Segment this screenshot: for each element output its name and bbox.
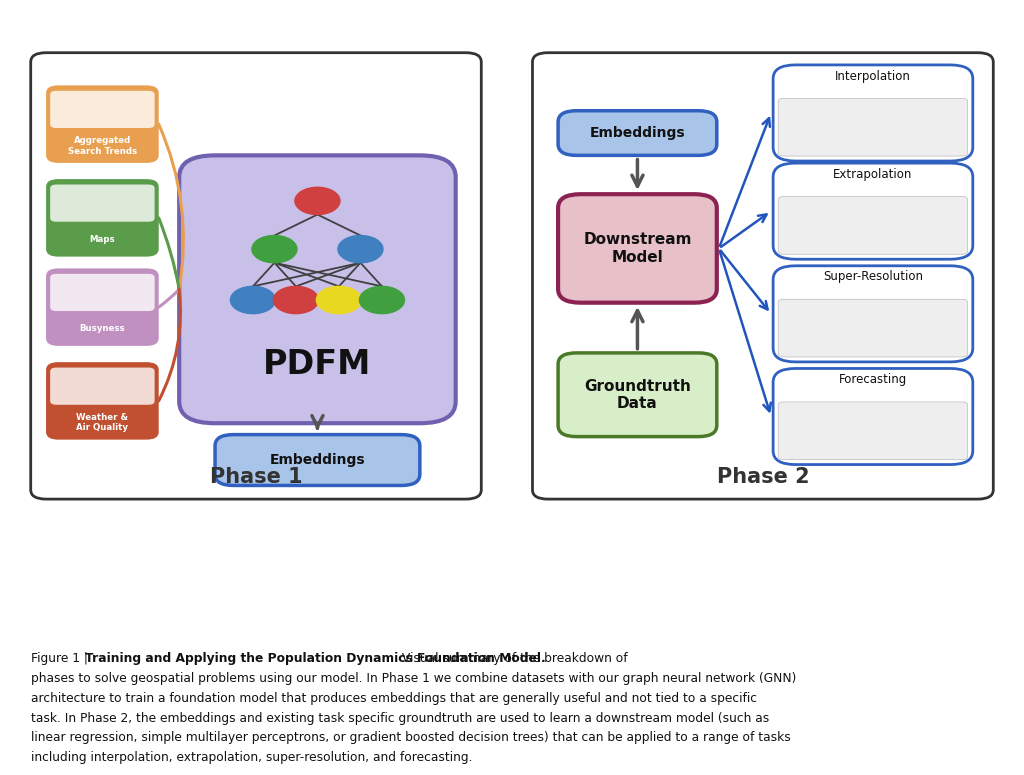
Text: Embeddings: Embeddings [590,126,685,140]
FancyBboxPatch shape [558,195,717,303]
FancyBboxPatch shape [46,85,159,163]
Text: Aggregated
Search Trends: Aggregated Search Trends [68,136,137,156]
FancyBboxPatch shape [179,155,456,423]
Text: Phase 2: Phase 2 [717,467,809,487]
FancyBboxPatch shape [50,367,155,405]
FancyBboxPatch shape [773,65,973,161]
Text: Weather &
Air Quality: Weather & Air Quality [77,413,128,432]
FancyBboxPatch shape [50,91,155,128]
Text: task. In Phase 2, the embeddings and existing task specific groundtruth are used: task. In Phase 2, the embeddings and exi… [31,711,769,725]
Text: Maps: Maps [89,235,116,244]
Text: Groundtruth
Data: Groundtruth Data [584,378,691,411]
FancyBboxPatch shape [773,266,973,362]
Circle shape [338,236,383,263]
Text: Phase 1: Phase 1 [210,467,302,487]
FancyBboxPatch shape [778,197,968,254]
FancyBboxPatch shape [532,53,993,499]
FancyBboxPatch shape [778,98,968,156]
FancyBboxPatch shape [558,111,717,155]
Circle shape [273,287,318,314]
Text: PDFM: PDFM [263,348,372,381]
FancyBboxPatch shape [46,268,159,346]
FancyBboxPatch shape [46,179,159,257]
Text: Training and Applying the Population Dynamics Foundation Model.: Training and Applying the Population Dyn… [85,653,546,665]
Circle shape [252,236,297,263]
Text: architecture to train a foundation model that produces embeddings that are gener: architecture to train a foundation model… [31,692,757,704]
Text: Extrapolation: Extrapolation [834,167,912,181]
FancyBboxPatch shape [31,53,481,499]
FancyBboxPatch shape [215,435,420,485]
Circle shape [295,188,340,215]
Circle shape [359,287,404,314]
FancyBboxPatch shape [50,274,155,311]
FancyBboxPatch shape [558,353,717,436]
Text: Figure 1 |: Figure 1 | [31,653,91,665]
FancyBboxPatch shape [50,184,155,222]
FancyBboxPatch shape [778,402,968,460]
FancyBboxPatch shape [778,299,968,357]
FancyBboxPatch shape [46,362,159,439]
Text: Forecasting: Forecasting [839,373,907,386]
Circle shape [230,287,275,314]
Text: Interpolation: Interpolation [835,70,911,83]
FancyBboxPatch shape [773,163,973,259]
Text: Super-Resolution: Super-Resolution [823,270,923,284]
Text: Embeddings: Embeddings [269,453,366,467]
Text: Downstream
Model: Downstream Model [584,232,691,264]
Circle shape [316,287,361,314]
Text: including interpolation, extrapolation, super-resolution, and forecasting.: including interpolation, extrapolation, … [31,751,472,764]
Text: phases to solve geospatial problems using our model. In Phase 1 we combine datas: phases to solve geospatial problems usin… [31,672,796,685]
Text: Busyness: Busyness [80,325,125,333]
FancyBboxPatch shape [773,368,973,464]
Text: Visual summary of the breakdown of: Visual summary of the breakdown of [397,653,627,665]
Text: linear regression, simple multilayer perceptrons, or gradient boosted decision t: linear regression, simple multilayer per… [31,732,791,745]
